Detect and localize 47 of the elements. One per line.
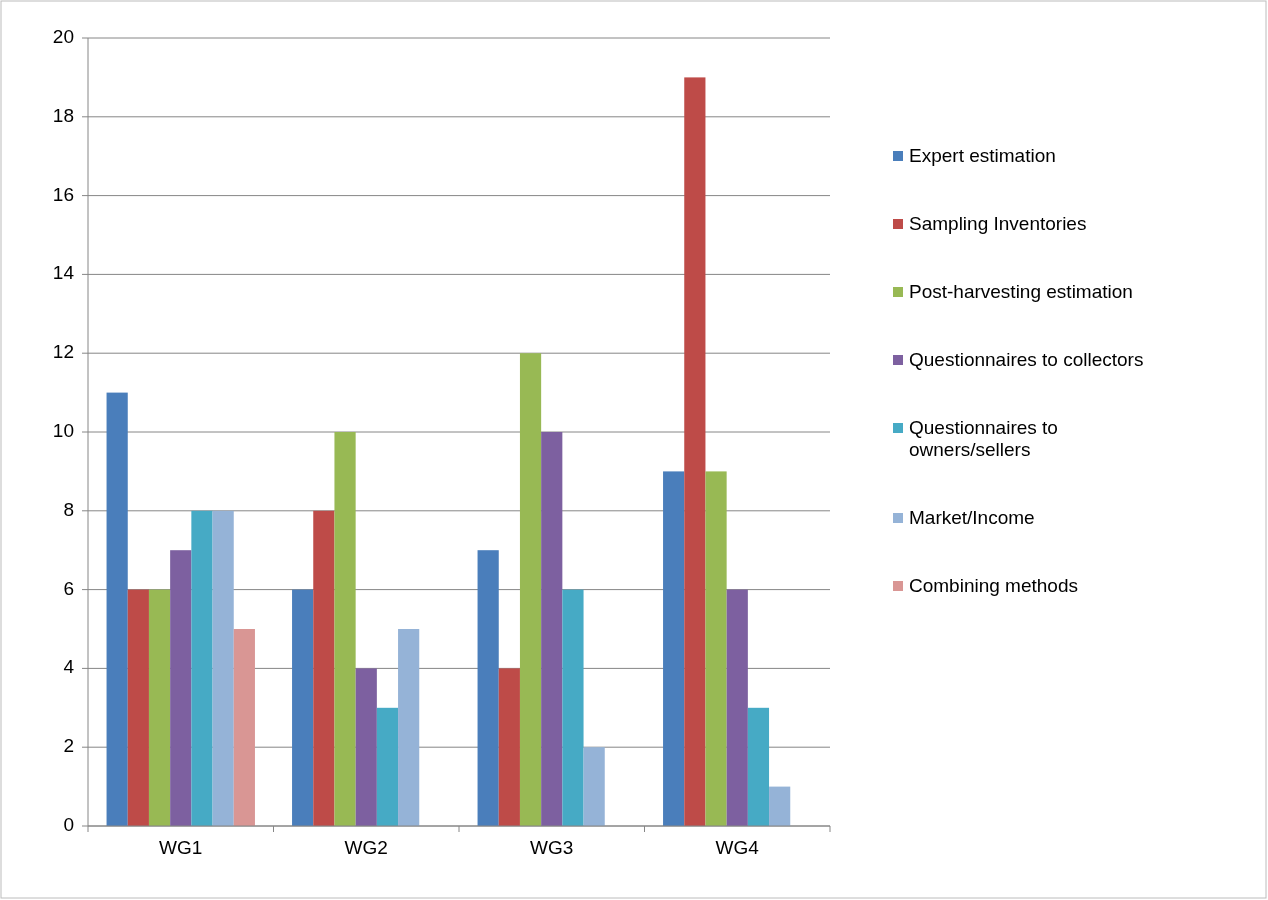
bar <box>334 432 356 826</box>
bar <box>583 747 605 826</box>
y-tick-label: 14 <box>52 262 75 284</box>
bar <box>376 707 399 826</box>
legend-label: Sampling Inventories <box>909 213 1087 235</box>
y-tick-label: 4 <box>63 656 75 678</box>
bar <box>684 77 706 826</box>
bar <box>355 668 377 826</box>
bar <box>477 550 499 826</box>
bar <box>106 392 128 826</box>
legend-label: Combining methods <box>909 575 1078 597</box>
y-tick-label: 6 <box>63 577 74 599</box>
y-tick-label: 12 <box>52 341 74 363</box>
bar <box>769 786 791 826</box>
bar <box>562 589 584 826</box>
bar <box>726 589 748 826</box>
x-tick-label: WG3 <box>530 837 574 858</box>
bar <box>233 629 255 826</box>
bar <box>212 510 234 826</box>
bar <box>191 510 213 826</box>
bar <box>663 471 685 826</box>
y-tick-label: 20 <box>52 26 74 48</box>
legend-label: Market/Income <box>909 507 1035 529</box>
bar <box>541 432 563 826</box>
x-tick-label: WG4 <box>715 837 760 858</box>
bar <box>292 589 314 826</box>
bar <box>747 707 770 826</box>
legend-label: Expert estimation <box>909 145 1056 167</box>
bar <box>705 471 727 826</box>
x-tick-label: WG2 <box>344 837 388 858</box>
bar <box>398 629 420 826</box>
legend-label: Questionnaires to owners/sellers <box>909 417 1058 461</box>
bar <box>498 668 520 826</box>
y-tick-label: 8 <box>63 498 74 520</box>
bar <box>170 550 192 826</box>
x-tick-label: WG1 <box>159 837 203 858</box>
legend-label: Questionnaires to collectors <box>909 349 1144 371</box>
y-tick-label: 16 <box>52 183 74 205</box>
y-tick-label: 18 <box>52 104 74 126</box>
bar <box>313 510 335 826</box>
bar <box>519 353 542 826</box>
legend-label: Post-harvesting estimation <box>909 281 1133 303</box>
bar <box>148 589 171 826</box>
y-tick-label: 0 <box>63 814 74 836</box>
bar <box>127 589 149 826</box>
y-tick-label: 10 <box>52 420 74 442</box>
y-tick-label: 2 <box>63 735 74 757</box>
